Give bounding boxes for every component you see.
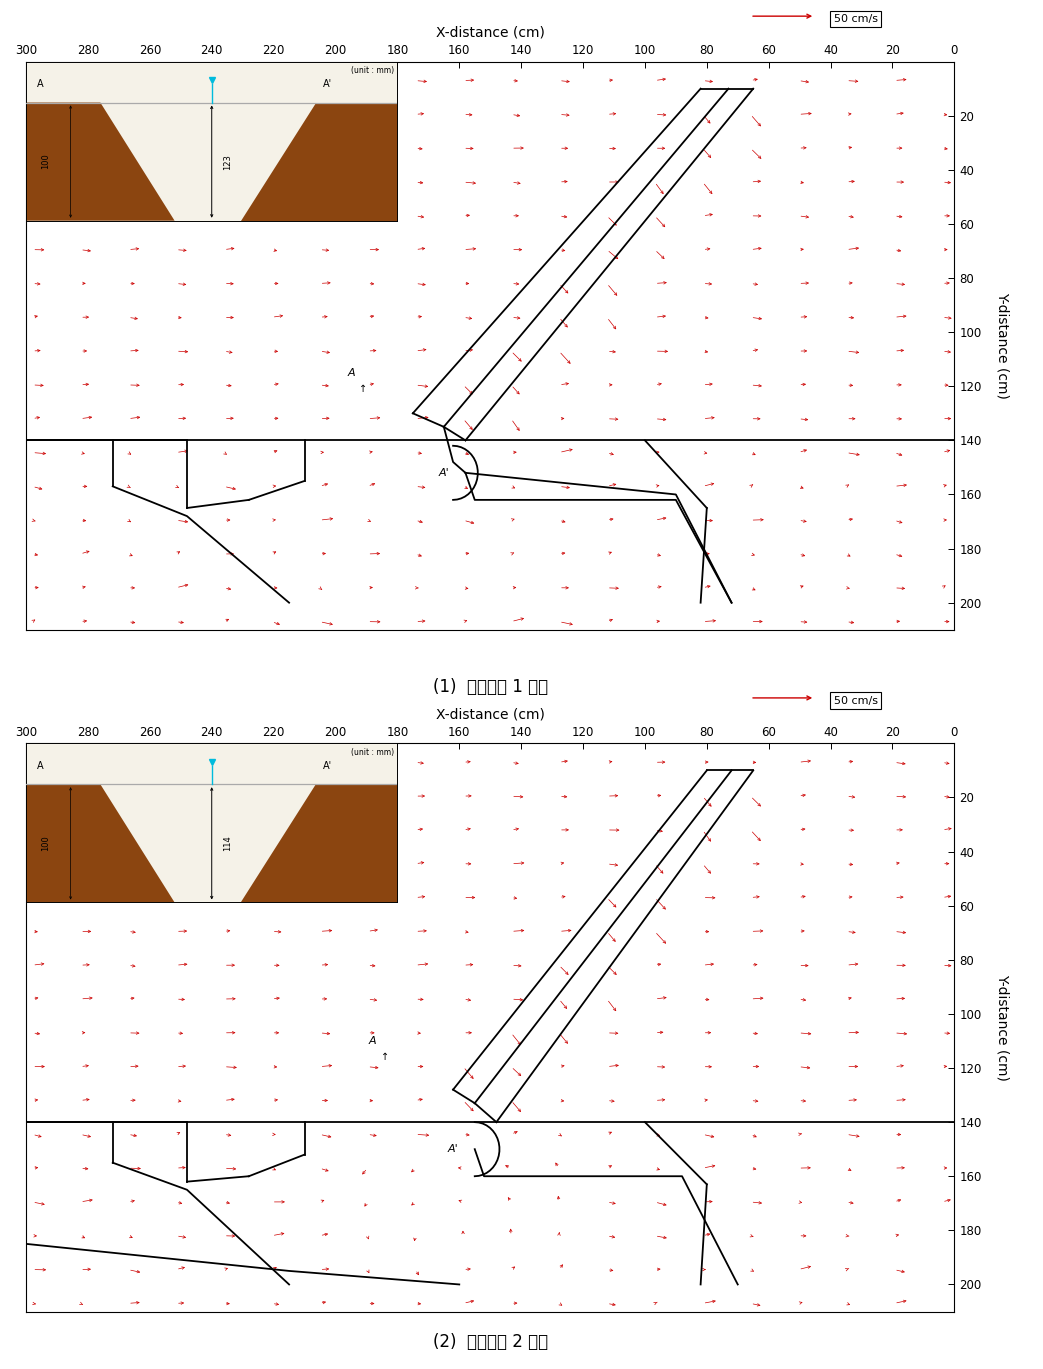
Text: 50 cm/s: 50 cm/s <box>833 695 877 706</box>
Text: ↑: ↑ <box>359 383 367 394</box>
Text: 50 cm/s: 50 cm/s <box>833 14 877 25</box>
Text: (2)  수위하강 2 단계: (2) 수위하강 2 단계 <box>433 1332 548 1351</box>
X-axis label: X-distance (cm): X-distance (cm) <box>436 26 544 40</box>
Text: ↑: ↑ <box>381 1053 389 1062</box>
Y-axis label: Y-distance (cm): Y-distance (cm) <box>995 973 1010 1082</box>
Text: A: A <box>369 1036 377 1046</box>
Y-axis label: Y-distance (cm): Y-distance (cm) <box>995 292 1010 400</box>
Text: (1)  수위하강 1 단계: (1) 수위하강 1 단계 <box>433 678 548 695</box>
X-axis label: X-distance (cm): X-distance (cm) <box>436 708 544 721</box>
Text: A: A <box>347 368 355 378</box>
Text: A': A' <box>438 468 450 478</box>
Text: A': A' <box>447 1144 458 1154</box>
